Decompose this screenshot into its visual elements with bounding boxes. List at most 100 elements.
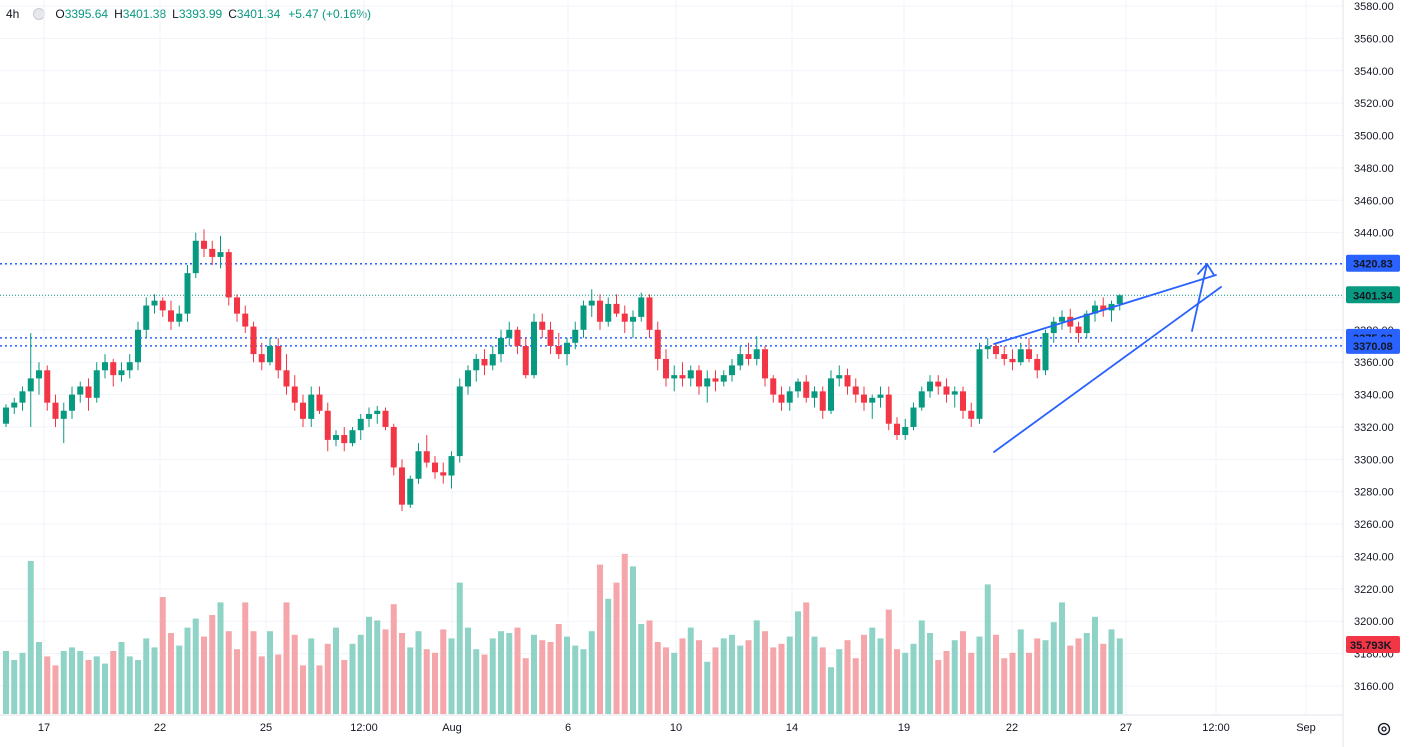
candle-body [283, 370, 290, 387]
volume-bar [753, 620, 760, 714]
price-tick-label: 3440.00 [1354, 228, 1394, 240]
volume-bar [316, 665, 323, 714]
volume-bar [588, 631, 595, 714]
volume-bar [52, 665, 59, 714]
volume-bar [201, 636, 207, 714]
price-tick-label: 3280.00 [1354, 487, 1394, 499]
volume-bar [786, 636, 793, 714]
price-tick-label: 3220.00 [1354, 584, 1394, 596]
volume-bar [456, 582, 463, 714]
candle-body [811, 391, 818, 398]
volume-bar [498, 631, 504, 714]
volume-bar [547, 642, 554, 714]
volume-bar [93, 656, 100, 714]
volume-bar [1067, 645, 1074, 714]
candle-body [819, 391, 826, 411]
candle-body [514, 329, 521, 346]
volume-bar [143, 638, 150, 714]
time-tick-label: 22 [1006, 722, 1018, 734]
candle-body [77, 386, 84, 395]
candle-body [300, 402, 306, 419]
volume-bar [60, 651, 67, 714]
price-tick-label: 3160.00 [1354, 681, 1394, 693]
candle-body [828, 378, 834, 411]
volume-bar [324, 643, 331, 714]
candle-body [795, 381, 801, 392]
volume-bar [927, 633, 933, 714]
time-tick-label: 25 [260, 722, 272, 734]
candle-body [19, 391, 26, 403]
candle-body [126, 362, 133, 371]
volume-bar [85, 660, 92, 714]
candle-body [52, 402, 59, 419]
candle-body [159, 300, 166, 311]
price-tick-label: 3300.00 [1354, 454, 1394, 466]
volume-bar [597, 564, 603, 714]
candle-body [489, 354, 496, 366]
wedge-lower-line [993, 286, 1222, 453]
last-price-tag: 3401.34 [1346, 286, 1400, 304]
candle-body [143, 305, 150, 330]
volume-bar [1108, 629, 1115, 714]
candle-body [1075, 326, 1082, 334]
svg-text:3401.34: 3401.34 [1353, 290, 1394, 302]
price-tick-label: 3260.00 [1354, 519, 1394, 531]
time-tick-label: 27 [1120, 722, 1132, 734]
volume-bar [423, 649, 430, 714]
volume-bar [242, 602, 249, 714]
candle-body [316, 394, 323, 411]
target-arrow-head-right [1206, 263, 1215, 276]
volume-bar [1026, 652, 1032, 714]
volume-bar [704, 661, 711, 714]
candle-body [737, 354, 744, 366]
high-value: H3401.38 [114, 7, 167, 21]
volume-bar [968, 652, 975, 714]
volume-bar [27, 561, 34, 714]
price-tick-label: 3500.00 [1354, 131, 1394, 143]
volume-bar [390, 604, 397, 714]
volume-bar [234, 649, 240, 714]
candle-body [465, 370, 471, 387]
gear-icon[interactable] [1376, 721, 1392, 737]
volume-bar [1001, 658, 1008, 714]
price-tick-label: 3540.00 [1354, 66, 1394, 78]
volume-bar [1092, 616, 1098, 714]
candle-body [968, 410, 975, 419]
volume-bar [630, 566, 636, 714]
volume-bar [135, 660, 141, 714]
candle-body [531, 321, 537, 376]
volume-bar [184, 627, 191, 714]
volume-bar [374, 620, 381, 714]
timeframe-label[interactable]: 4h [6, 7, 20, 21]
change-value: +5.47 (+0.16%) [288, 7, 372, 21]
candle-body [11, 402, 18, 408]
candle-body [588, 300, 595, 306]
volume-bar [382, 629, 389, 714]
volume-bar [663, 647, 669, 714]
time-tick-label: 19 [898, 722, 910, 734]
candle-body [621, 313, 628, 322]
candle-body [1100, 305, 1107, 311]
candle-body [1067, 316, 1074, 327]
candle-body [852, 386, 859, 395]
svg-text:3420.83: 3420.83 [1353, 259, 1393, 271]
volume-bar [481, 654, 488, 714]
candle-body [654, 329, 661, 359]
candle-body [572, 329, 579, 343]
wedge-drawing [993, 263, 1222, 453]
price-tick-label: 3480.00 [1354, 163, 1394, 175]
symbol-status-icon[interactable] [33, 8, 46, 20]
candle-body [770, 378, 777, 395]
volume-bar [621, 553, 628, 714]
candle-body [745, 354, 752, 359]
candle-body [580, 305, 587, 330]
volume-bar [885, 609, 892, 714]
candle-body [407, 478, 414, 505]
candle-body [663, 358, 669, 379]
candle-body [349, 430, 356, 444]
candle-body [762, 349, 768, 379]
candle-body [1017, 349, 1024, 363]
candle-body [902, 426, 909, 436]
